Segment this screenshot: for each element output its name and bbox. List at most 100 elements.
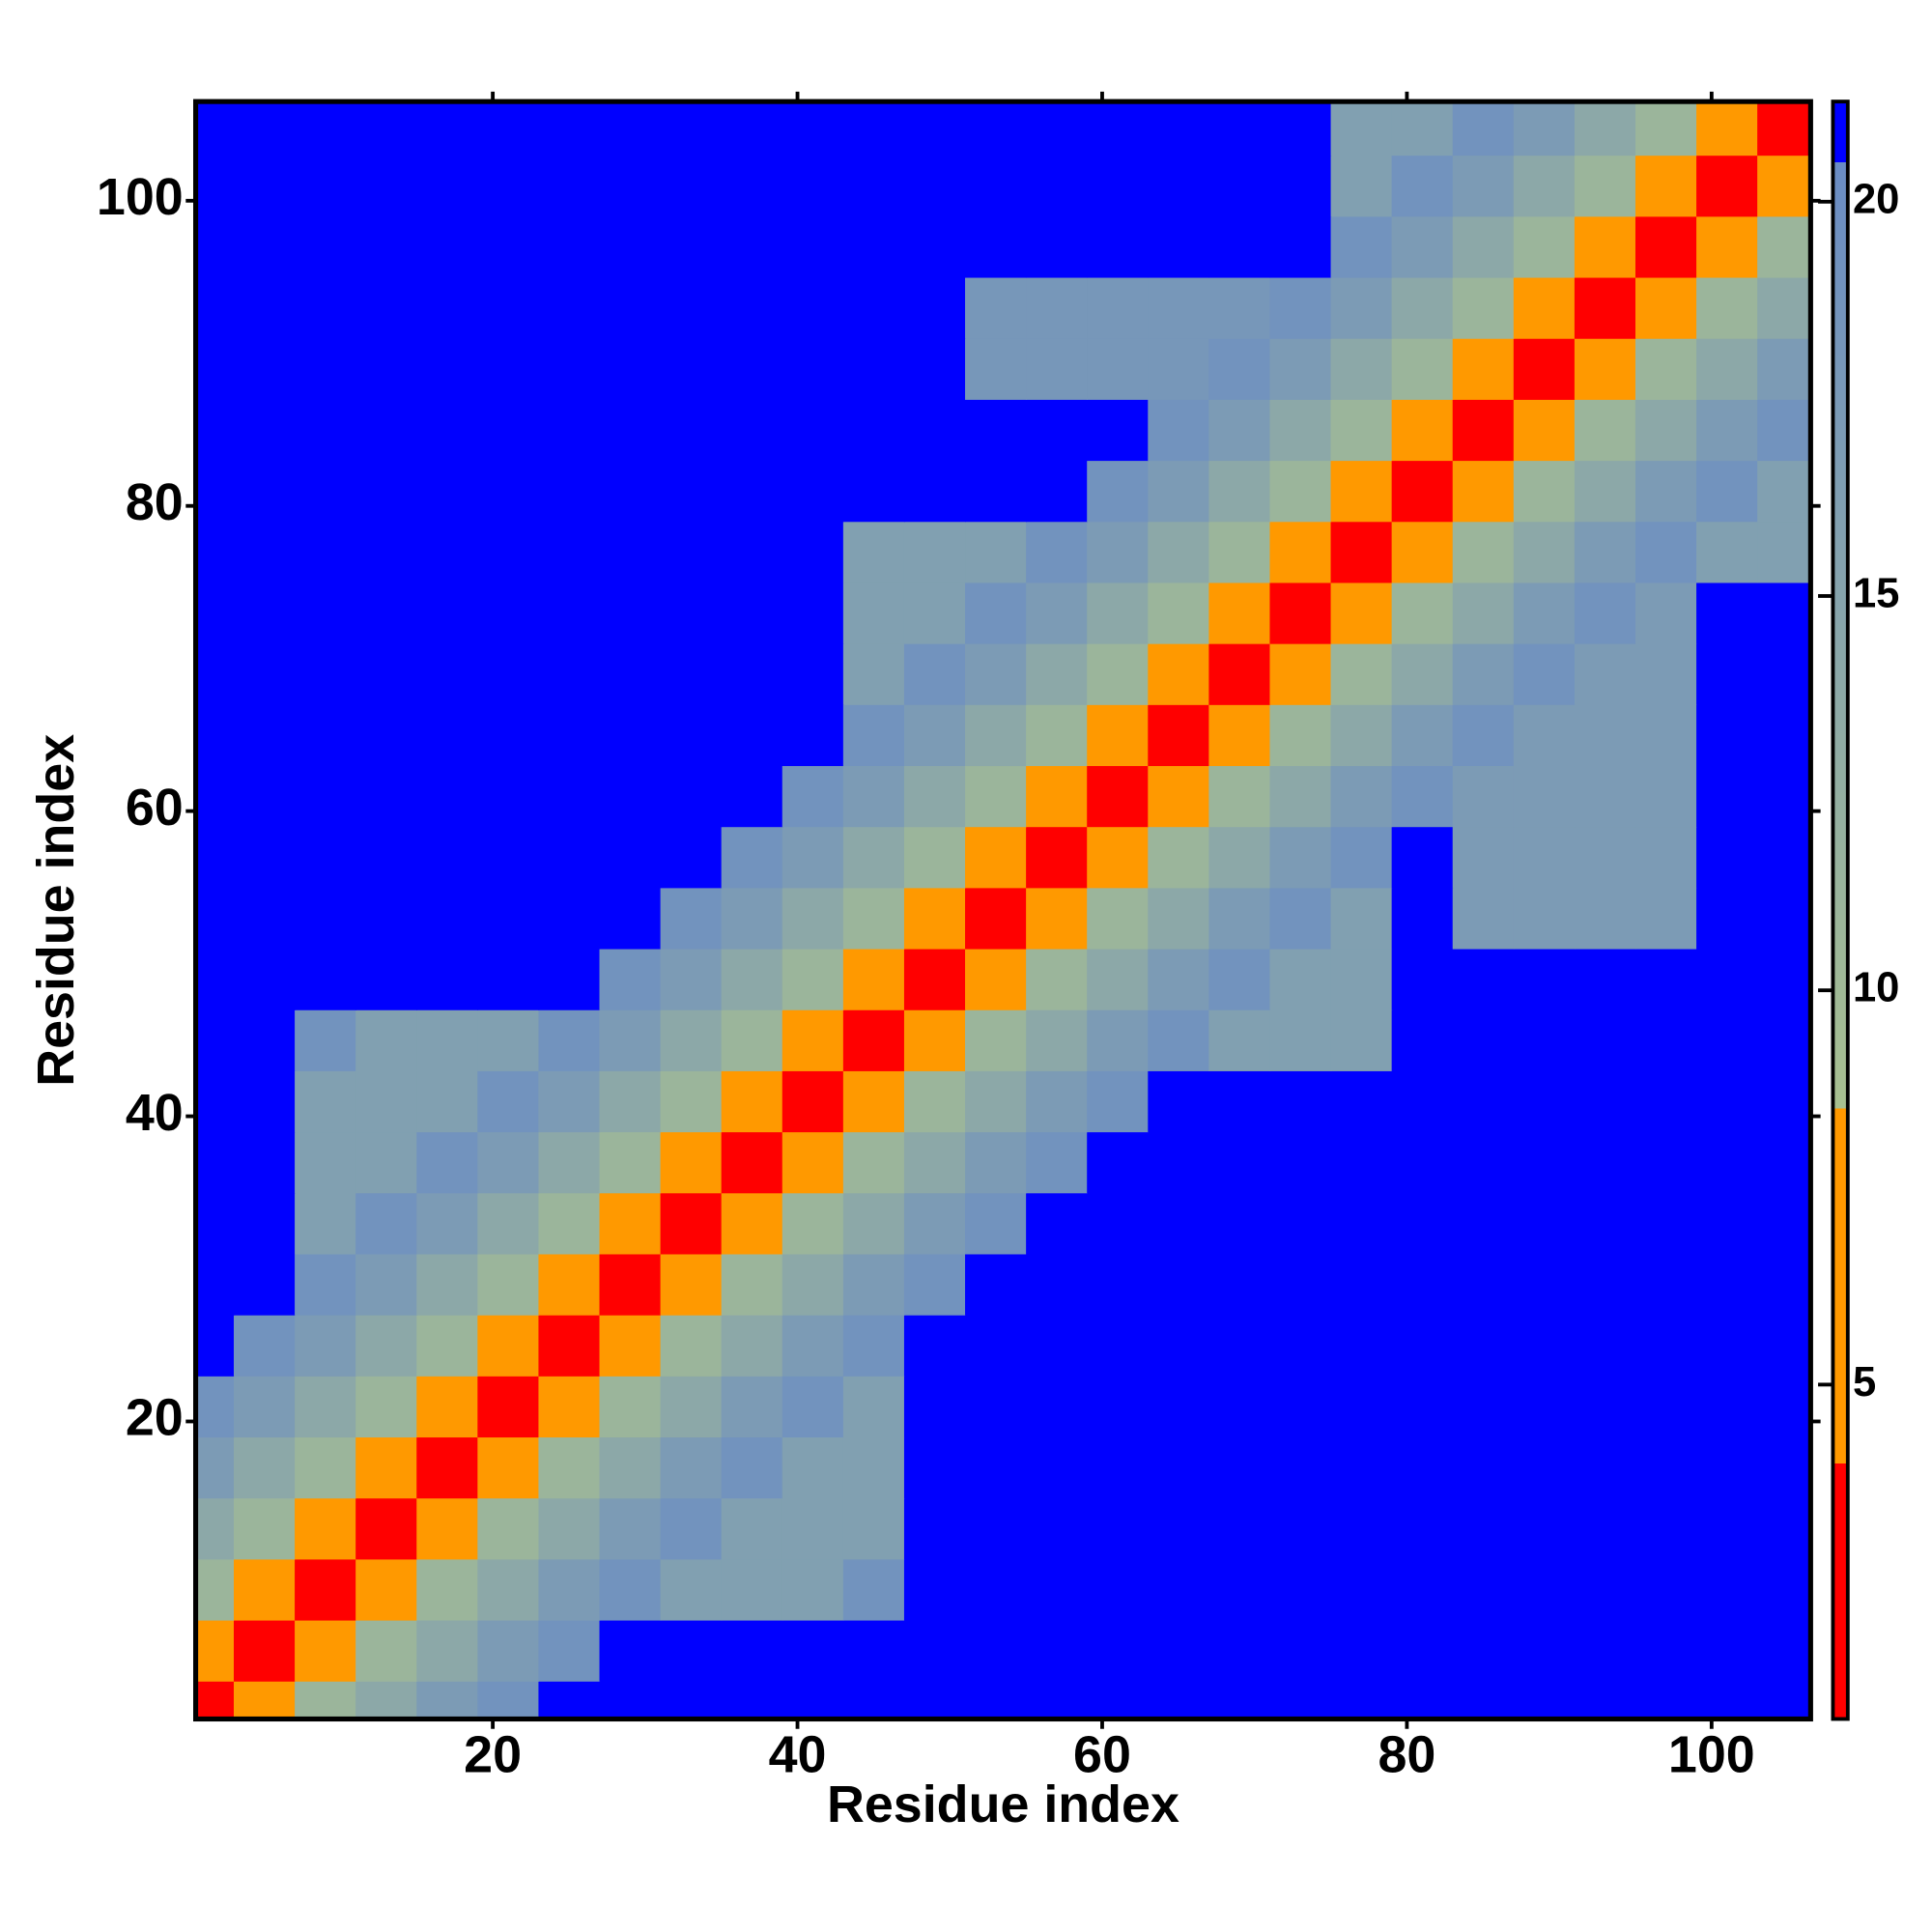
heatmap-cell bbox=[1148, 1558, 1210, 1621]
heatmap-cell bbox=[660, 1253, 723, 1316]
heatmap-cell bbox=[233, 276, 296, 339]
heatmap-cell bbox=[355, 1680, 418, 1719]
heatmap-cell bbox=[721, 765, 783, 828]
colorbar-tick-label: 20 bbox=[1853, 176, 1899, 222]
heatmap-cell bbox=[416, 460, 479, 523]
heatmap-cell bbox=[1330, 1436, 1393, 1499]
heatmap-cell bbox=[721, 1009, 783, 1071]
heatmap-cell bbox=[721, 1192, 783, 1255]
heatmap-cell bbox=[1513, 948, 1576, 1010]
heatmap-cell bbox=[295, 642, 356, 705]
heatmap-cell bbox=[233, 155, 296, 217]
heatmap-cell bbox=[1087, 1009, 1150, 1071]
heatmap-cell bbox=[903, 1680, 966, 1719]
x-tick-label: 40 bbox=[769, 1726, 827, 1784]
heatmap-cell bbox=[1208, 1131, 1271, 1194]
heatmap-cell bbox=[1391, 337, 1454, 400]
heatmap-cell bbox=[1269, 948, 1332, 1010]
heatmap-cell bbox=[660, 1619, 723, 1682]
heatmap-cell bbox=[477, 101, 540, 156]
heatmap-cell bbox=[1391, 887, 1454, 950]
heatmap-cell bbox=[295, 1253, 356, 1316]
heatmap-cell bbox=[1026, 1497, 1088, 1560]
heatmap-cell bbox=[1574, 1131, 1636, 1194]
heatmap-cell bbox=[781, 887, 844, 950]
y-tick-label: 20 bbox=[126, 1389, 184, 1447]
heatmap-cell bbox=[842, 1558, 905, 1621]
heatmap-cell bbox=[660, 1070, 723, 1133]
heatmap-cell bbox=[599, 887, 662, 950]
heatmap-cell bbox=[416, 642, 479, 705]
heatmap-cell bbox=[1574, 1376, 1636, 1438]
heatmap-cell bbox=[721, 399, 783, 462]
heatmap-cell bbox=[1452, 276, 1515, 339]
heatmap-cell bbox=[538, 1009, 601, 1071]
heatmap-cell bbox=[1148, 1619, 1210, 1682]
heatmap-cell bbox=[1087, 1253, 1150, 1316]
heatmap-cell bbox=[538, 1070, 601, 1133]
heatmap-cell bbox=[1087, 155, 1150, 217]
heatmap-cell bbox=[1391, 704, 1454, 767]
heatmap-cell bbox=[781, 704, 844, 767]
heatmap-cell bbox=[965, 1436, 1027, 1499]
heatmap-cell bbox=[781, 1497, 844, 1560]
heatmap-cell bbox=[538, 155, 601, 217]
heatmap-cell bbox=[1391, 399, 1454, 462]
heatmap-cell bbox=[599, 1314, 662, 1377]
heatmap-cell bbox=[233, 1314, 296, 1377]
heatmap-cell bbox=[1269, 765, 1332, 828]
heatmap-cell bbox=[1452, 1497, 1515, 1560]
heatmap-cell bbox=[1696, 337, 1758, 400]
heatmap-cell bbox=[416, 704, 479, 767]
heatmap-cell bbox=[1452, 1192, 1515, 1255]
heatmap-cell bbox=[721, 1497, 783, 1560]
heatmap-cell bbox=[903, 1192, 966, 1255]
heatmap-cell bbox=[781, 337, 844, 400]
heatmap-cell bbox=[538, 1131, 601, 1194]
heatmap-cell bbox=[355, 1376, 418, 1438]
heatmap-cell bbox=[1513, 765, 1576, 828]
heatmap-cell bbox=[416, 1253, 479, 1316]
heatmap-cell bbox=[1269, 826, 1332, 889]
heatmap-cell bbox=[721, 1314, 783, 1377]
heatmap-cell bbox=[1696, 704, 1758, 767]
heatmap-cell bbox=[903, 887, 966, 950]
heatmap-cell bbox=[1087, 642, 1150, 705]
heatmap-cell bbox=[355, 1192, 418, 1255]
heatmap-cell bbox=[1391, 276, 1454, 339]
heatmap-cell bbox=[1634, 460, 1697, 523]
heatmap-cell bbox=[1269, 1131, 1332, 1194]
heatmap-cell bbox=[903, 215, 966, 278]
heatmap-cell bbox=[1574, 704, 1636, 767]
heatmap-cell bbox=[1330, 1009, 1393, 1071]
heatmap-cell bbox=[721, 215, 783, 278]
heatmap-cell bbox=[599, 521, 662, 583]
heatmap-cell bbox=[660, 765, 723, 828]
x-tick-label: 20 bbox=[464, 1726, 522, 1784]
heatmap-cell bbox=[1452, 1253, 1515, 1316]
heatmap-cell bbox=[1452, 1436, 1515, 1499]
heatmap-cell bbox=[1574, 1619, 1636, 1682]
heatmap-cell bbox=[538, 460, 601, 523]
heatmap-cell bbox=[1026, 826, 1088, 889]
heatmap-cell bbox=[195, 1131, 235, 1194]
heatmap-cell bbox=[233, 1192, 296, 1255]
heatmap-cell bbox=[721, 1070, 783, 1133]
heatmap-cell bbox=[721, 1436, 783, 1499]
heatmap-cell bbox=[660, 704, 723, 767]
heatmap-cell bbox=[1696, 1436, 1758, 1499]
heatmap-cell bbox=[965, 276, 1027, 339]
heatmap-cell bbox=[1391, 155, 1454, 217]
heatmap-cell bbox=[416, 765, 479, 828]
heatmap-cell bbox=[721, 1558, 783, 1621]
heatmap-cell bbox=[355, 704, 418, 767]
heatmap-cell bbox=[781, 460, 844, 523]
heatmap-cell bbox=[295, 1497, 356, 1560]
heatmap-cell bbox=[1148, 642, 1210, 705]
heatmap-cell bbox=[477, 704, 540, 767]
heatmap-cell bbox=[1087, 460, 1150, 523]
heatmap-cell bbox=[416, 1314, 479, 1377]
heatmap-cell bbox=[965, 1619, 1027, 1682]
heatmap-cell bbox=[599, 1558, 662, 1621]
heatmap-cell bbox=[1208, 1314, 1271, 1377]
